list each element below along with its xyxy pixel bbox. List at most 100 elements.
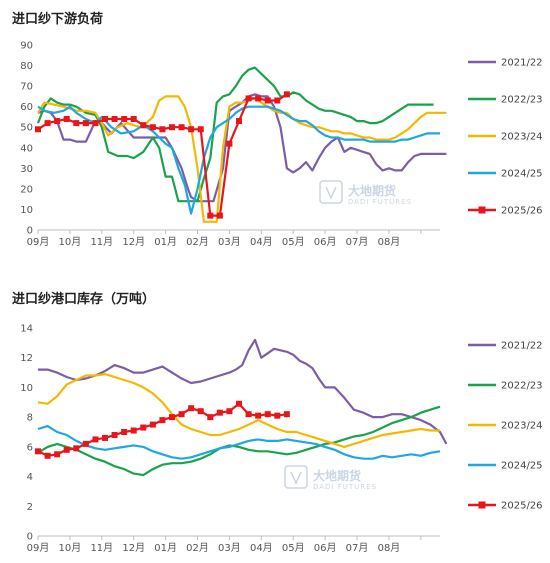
series-point-2025-26: [274, 412, 281, 419]
y-tick-label: 6: [27, 442, 33, 453]
legend-label: 2025/26: [501, 206, 543, 217]
y-tick-label: 40: [20, 143, 33, 154]
legend-item-2022-23: 2022/23: [468, 381, 543, 392]
x-tick-label: 12月: [122, 542, 145, 554]
series-point-2025-26: [121, 116, 128, 122]
x-tick-label: 04月: [250, 236, 273, 248]
series-point-2025-26: [54, 118, 61, 125]
series-point-2025-26: [44, 120, 51, 127]
legend-item-2023-24: 2023/24: [468, 132, 543, 143]
series-point-2025-26: [111, 431, 118, 438]
series-point-2025-26: [149, 124, 156, 131]
inventory-chart-title: 进口纱港口库存（万吨）: [12, 292, 156, 307]
series-point-2025-26: [140, 122, 147, 129]
series-point-2025-26: [102, 434, 108, 441]
y-tick-label: 60: [20, 102, 33, 113]
y-tick-label: 8: [27, 413, 33, 424]
x-tick-label: 08月: [378, 542, 401, 554]
legend-label: 2025/26: [501, 501, 543, 512]
legend-label: 2023/24: [501, 132, 543, 143]
series-point-2025-26: [197, 408, 204, 415]
y-tick-label: 14: [20, 324, 33, 335]
legend-item-2024-25: 2024/25: [468, 169, 543, 180]
series-line-2022-23: [37, 405, 441, 477]
x-tick-label: 07月: [346, 236, 369, 248]
y-tick-label: 10: [20, 383, 33, 394]
series-line-2024-25: [37, 425, 441, 460]
x-tick-label: 10月: [59, 542, 82, 554]
load-chart-panel: 进口纱下游负荷 大地期货 DADI FUTURES 0 10 20 30 40 50 60 70 8…: [0, 0, 550, 280]
y-tick-label: 0: [27, 226, 33, 237]
legend-item-2025-26: 2025/26: [468, 206, 543, 217]
series-point-2025-26: [283, 411, 290, 418]
x-tick-label: 05月: [282, 236, 305, 248]
series-point-2025-26: [35, 448, 41, 455]
x-tick-label: 09月: [27, 542, 50, 554]
series-point-2025-26: [82, 440, 89, 447]
series-point-2025-26: [274, 97, 281, 104]
x-tick-label: 02月: [186, 236, 209, 248]
x-tick-label: 08月: [378, 236, 401, 248]
y-tick-label: 2: [27, 502, 33, 513]
x-tick-label: 10月: [59, 236, 82, 248]
series-point-2025-26: [245, 95, 252, 102]
y-tick-label: 80: [20, 61, 33, 72]
series-point-2025-26: [82, 120, 89, 127]
legend-item-2024-25: 2024/25: [468, 461, 543, 472]
series-point-2025-26: [255, 95, 262, 102]
legend-item-2023-24: 2023/24: [468, 421, 543, 432]
y-tick-label: 12: [20, 353, 33, 364]
series-point-2025-26: [149, 421, 156, 428]
series-point-2025-26: [159, 126, 166, 133]
series-point-2025-26: [169, 414, 175, 421]
series-point-2025-26: [245, 411, 252, 418]
y-tick-label: 10: [20, 205, 33, 216]
legend-label: 2024/25: [501, 461, 543, 472]
y-tick-label: 50: [20, 123, 33, 134]
series-point-2025-26: [140, 424, 147, 431]
series-line-2022-23: [36, 66, 434, 203]
series-point-2025-26: [92, 120, 99, 127]
series-point-2025-26: [226, 140, 233, 147]
inventory-chart-panel: 进口纱港口库存（万吨） 大地期货 DADI FUTURES 0 2 4 6 8 10 12 14 0…: [0, 282, 550, 563]
series-point-2025-26: [264, 97, 271, 104]
series-point-2025-26: [121, 429, 128, 435]
legend-item-2021-22: 2021/22: [468, 58, 543, 69]
series-point-2025-26: [255, 412, 262, 419]
series-line-2021-22: [37, 93, 447, 203]
x-tick-label: 01月: [154, 236, 177, 248]
watermark-subtext: DADI FUTURES: [348, 198, 412, 206]
legend-label: 2022/23: [501, 381, 543, 392]
series-point-2025-26: [188, 126, 195, 133]
series-point-2025-26: [159, 417, 166, 424]
series-point-2025-26: [216, 409, 223, 416]
series-point-2025-26: [283, 91, 290, 98]
series-point-2025-26: [92, 436, 99, 443]
series-point-2025-26: [73, 120, 80, 127]
x-tick-label: 06月: [314, 236, 337, 248]
legend-label: 2021/22: [501, 58, 543, 69]
series-point-2025-26: [197, 126, 204, 133]
y-tick-label: 0: [27, 532, 33, 543]
series-point-2025-26: [178, 411, 185, 418]
series-line-2023-24: [37, 372, 440, 448]
series-point-2025-26: [264, 411, 271, 418]
x-tick-label: 09月: [27, 236, 50, 248]
legend-item-2025-26: 2025/26: [468, 501, 543, 512]
y-tick-label: 70: [20, 82, 33, 93]
series-point-2025-26: [236, 400, 242, 407]
x-tick-label: 11月: [90, 542, 113, 554]
series-point-2025-26: [63, 446, 70, 453]
legend-item-2021-22: 2021/22: [468, 341, 543, 352]
series-point-2025-26: [54, 451, 61, 458]
series-line-2021-22: [38, 338, 448, 445]
load-chart-title: 进口纱下游负荷: [12, 12, 104, 27]
y-tick-label: 20: [20, 184, 33, 195]
y-tick-label: 90: [20, 41, 33, 52]
legend-item-2022-23: 2022/23: [468, 95, 543, 106]
x-tick-label: 02月: [186, 542, 209, 554]
legend-label: 2022/23: [501, 95, 543, 106]
